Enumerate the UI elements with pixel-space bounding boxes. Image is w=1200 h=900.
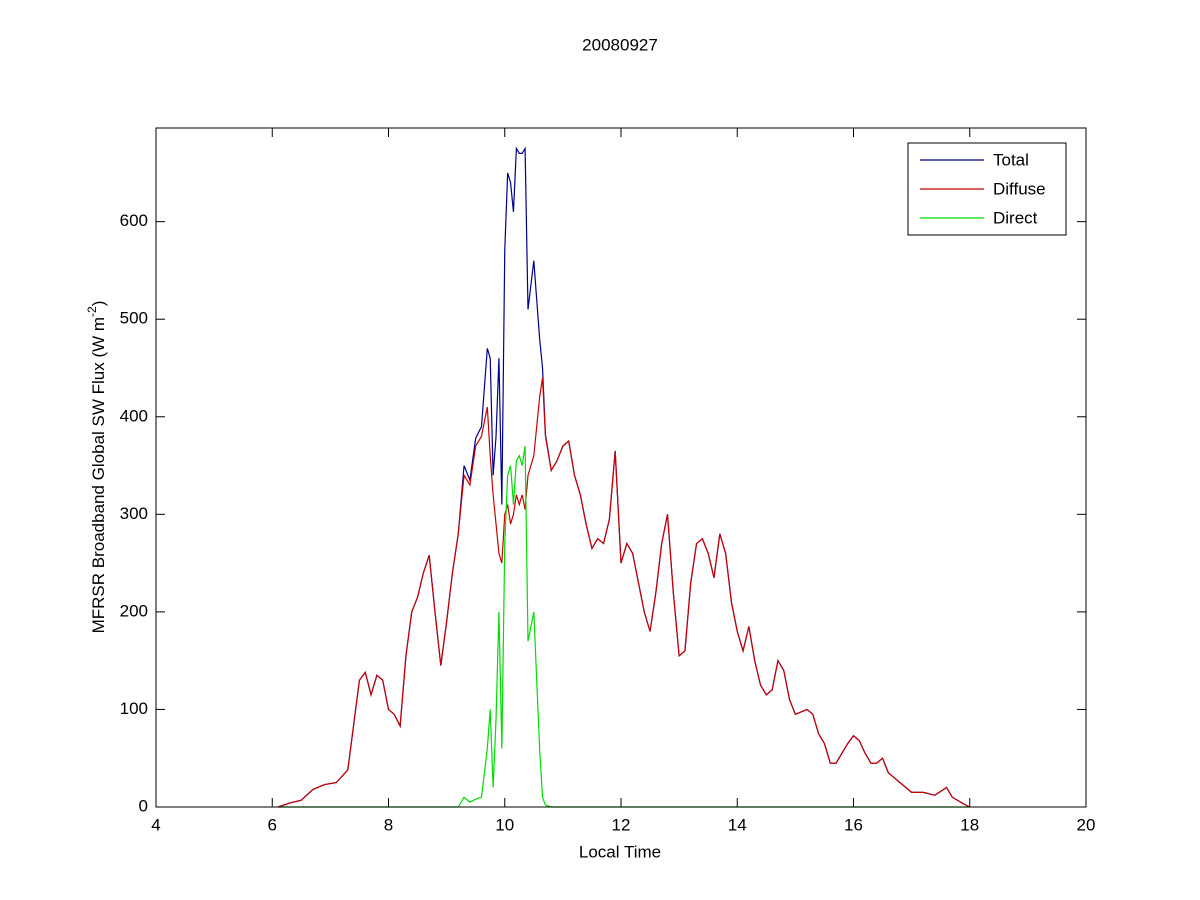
y-tick-label: 0 — [139, 796, 148, 815]
y-tick-label: 400 — [120, 406, 148, 425]
y-tick-label: 300 — [120, 504, 148, 523]
x-tick-label: 14 — [728, 815, 747, 834]
x-tick-label: 10 — [495, 815, 514, 834]
x-tick-label: 4 — [151, 815, 160, 834]
x-tick-label: 18 — [960, 815, 979, 834]
x-tick-label: 6 — [268, 815, 277, 834]
x-tick-label: 12 — [612, 815, 631, 834]
y-tick-label: 500 — [120, 309, 148, 328]
y-tick-label: 600 — [120, 211, 148, 230]
y-axis-label: MFRSR Broadband Global SW Flux (W m-2) — [85, 301, 108, 634]
y-axis-label-superscript: -2 — [85, 306, 99, 317]
y-axis-label-end: ) — [89, 301, 108, 307]
x-axis-label: Local Time — [579, 842, 661, 861]
x-tick-label: 8 — [384, 815, 393, 834]
legend-label: Direct — [993, 208, 1038, 227]
legend-label: Total — [993, 150, 1029, 169]
y-tick-label: 200 — [120, 601, 148, 620]
chart-title: 20080927 — [582, 35, 658, 54]
axes-box — [155, 127, 1087, 808]
legend-label: Diffuse — [993, 179, 1046, 198]
x-tick-label: 16 — [844, 815, 863, 834]
series-line — [277, 377, 971, 808]
x-tick-label: 20 — [1077, 815, 1096, 834]
y-tick-label: 100 — [120, 699, 148, 718]
y-axis-label-main: MFRSR Broadband Global SW Flux (W m — [89, 317, 108, 633]
